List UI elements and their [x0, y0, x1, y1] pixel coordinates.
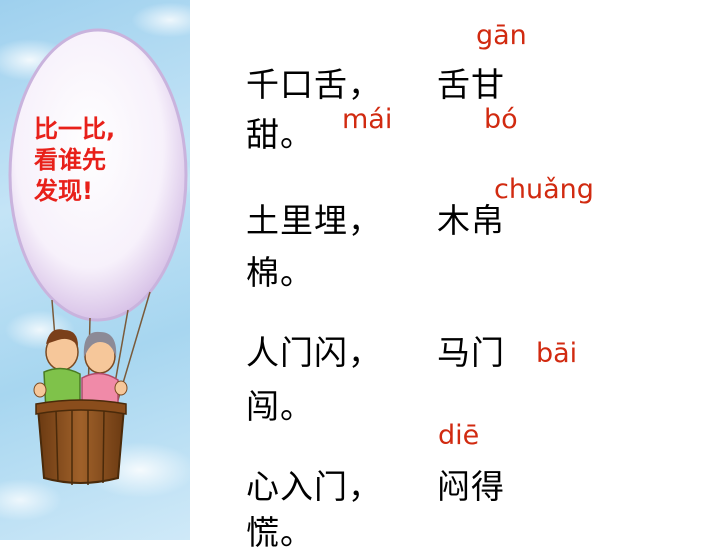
riddle-2-line-1: 土里埋，	[246, 201, 382, 240]
balloon-caption-line-2: 看谁先	[34, 146, 106, 174]
riddle-3-answer: 马门	[437, 333, 505, 372]
pinyin-die: diē	[438, 420, 480, 451]
balloon-caption-line-3: 发现!	[34, 177, 93, 205]
basket	[36, 407, 126, 484]
riddle-2-answer: 木帛	[437, 201, 505, 240]
riddle-1-answer: 舌甘	[437, 65, 505, 104]
pinyin-chuang: chuǎng	[494, 174, 594, 205]
hot-air-balloon-illustration	[8, 28, 188, 485]
riddle-3-line-2: 闯。	[246, 387, 314, 426]
balloon-envelope	[8, 28, 188, 322]
riddle-3-line-1: 人门闪，	[246, 333, 382, 372]
riddle-4-line-2: 慌。	[246, 513, 314, 552]
riddle-4-answer: 闷得	[437, 467, 505, 506]
pinyin-bai: bāi	[536, 338, 578, 369]
riddle-4-line-1: 心入门，	[246, 467, 382, 506]
balloon-caption: 比一比, 看谁先 发现!	[34, 114, 154, 207]
pinyin-gan: gān	[476, 20, 527, 51]
balloon-caption-line-1: 比一比,	[34, 115, 116, 143]
pinyin-mai: mái	[342, 104, 393, 135]
riddle-1-line-1: 千口舌，	[246, 65, 382, 104]
riddle-1-line-2: 甜。	[246, 115, 314, 154]
pinyin-bo: bó	[484, 104, 518, 135]
riddle-2-line-2: 棉。	[246, 253, 314, 292]
